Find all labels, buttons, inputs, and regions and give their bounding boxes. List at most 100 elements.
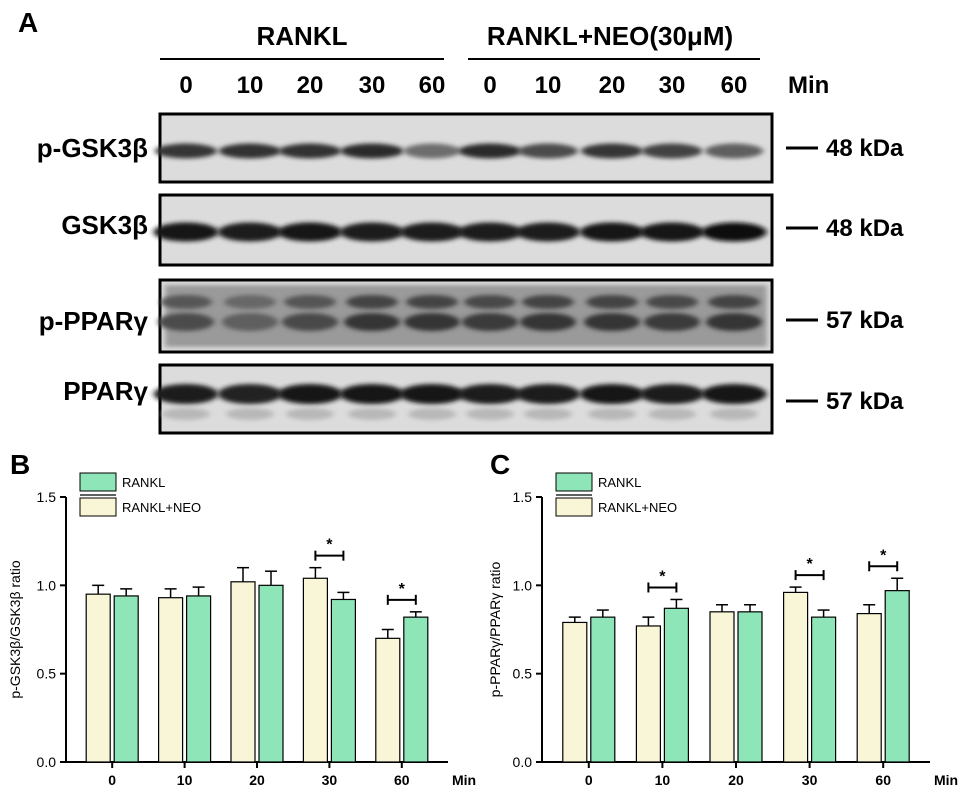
timepoint-label: 60 [419, 72, 446, 99]
bar-rankl [709, 611, 735, 763]
blot-band [158, 313, 214, 331]
blot-band-shadow [348, 408, 396, 420]
blot-band [153, 222, 219, 242]
legend-label-rankl-neo: RANKL+NEO [598, 500, 677, 515]
legend: RANKL RANKL+NEO [555, 472, 677, 517]
bar-rankl [562, 621, 588, 763]
blot-band-shadow [524, 408, 572, 420]
blot-band [708, 295, 760, 309]
blot-band-shadow [588, 408, 636, 420]
significance-star: * [326, 537, 333, 554]
blot-row-label: p-GSK3β [37, 133, 148, 163]
x-tick-label: 30 [802, 772, 818, 788]
panel-letter: B [10, 449, 30, 480]
blot-band [399, 384, 465, 404]
blot-band [646, 295, 698, 309]
bar-rankl [230, 581, 256, 763]
timepoint-label: 0 [179, 72, 192, 99]
bar-rankl [635, 625, 661, 763]
x-unit-label: Min [452, 772, 476, 788]
bar-rankl-neo [663, 607, 689, 763]
blot-band [277, 222, 343, 242]
timepoint-label: 0 [483, 72, 496, 99]
y-tick-label: 1.5 [37, 489, 57, 505]
blot-band-shadow [408, 408, 456, 420]
blot-band [579, 384, 645, 404]
x-tick-label: 60 [394, 772, 410, 788]
size-marker-label: 57 kDa [826, 307, 904, 334]
x-tick-label: 0 [585, 772, 593, 788]
blot-row-label: GSK3β [61, 210, 148, 240]
bar-rankl-neo [590, 616, 616, 763]
x-tick-label: 20 [249, 772, 265, 788]
blot-band [340, 143, 404, 159]
blot-band [639, 384, 705, 404]
blot-band [706, 313, 762, 331]
group-label-rankl: RANKL [257, 21, 348, 51]
x-tick-label: 30 [322, 772, 338, 788]
significance-star: * [399, 581, 406, 598]
y-tick-label: 0.5 [37, 666, 57, 682]
y-tick-label: 0.0 [513, 754, 533, 770]
bar-rankl-neo [113, 595, 139, 763]
blot-band [339, 384, 405, 404]
timepoint-labels: 0 10 20 30 60 0 10 20 30 60 [179, 72, 747, 99]
x-tick-label: 60 [875, 772, 891, 788]
legend-label-rankl: RANKL [598, 475, 641, 490]
blot-band [701, 384, 767, 404]
x-tick-label: 0 [108, 772, 116, 788]
panel-letter: C [490, 449, 510, 480]
timepoint-label: 30 [659, 72, 686, 99]
bar-rankl-neo [811, 616, 837, 763]
size-marker-label: 48 kDa [826, 215, 904, 242]
blot-band [522, 295, 574, 309]
blot-band-shadow [710, 408, 758, 420]
blot-band [457, 222, 523, 242]
y-axis-label: p-PPARγ/PPARγ ratio [487, 561, 503, 697]
significance-star: * [806, 556, 813, 573]
blot-band [278, 143, 342, 159]
blot-row: GSK3β 48 kDa [61, 193, 904, 267]
blot-band [457, 384, 523, 404]
chart-c: C 0.0 0.5 1.0 1.5 p-PPARγ/PPARγ ratio 0 10 20 30 6… [487, 449, 958, 788]
blot-band [224, 295, 276, 309]
y-axis-label: p-GSK3β/GSK3β ratio [7, 560, 23, 698]
bars [85, 566, 429, 763]
bar-rankl-neo [258, 584, 284, 763]
legend-label-rankl-neo: RANKL+NEO [122, 500, 201, 515]
blot-row: PPARγ 57 kDa [63, 363, 904, 435]
blot-band [218, 143, 282, 159]
bar-rankl-neo [737, 611, 763, 763]
timepoint-label: 20 [599, 72, 626, 99]
blot-band [701, 222, 767, 242]
blot-band-shadow [466, 408, 514, 420]
blot-band [339, 222, 405, 242]
blot-band-shadow [648, 408, 696, 420]
significance-star: * [659, 568, 666, 585]
legend-swatch-rankl [555, 472, 593, 492]
blot-band [458, 143, 522, 159]
bar-rankl-neo [884, 590, 910, 763]
x-tick-label: 10 [655, 772, 671, 788]
group-label-rankl-neo: RANKL+NEO(30μM) [487, 21, 733, 51]
blot-band [218, 384, 282, 404]
blot-band [462, 313, 518, 331]
blot-band [153, 384, 219, 404]
y-tick-label: 0.5 [513, 666, 533, 682]
bar-rankl [856, 613, 882, 763]
blot-band [277, 384, 343, 404]
blot-band [639, 222, 705, 242]
significance-star: * [880, 547, 887, 564]
blot-band [404, 313, 460, 331]
y-tick-label: 0.0 [37, 754, 57, 770]
blot-row: p-GSK3β 48 kDa [37, 112, 904, 184]
size-marker-label: 57 kDa [826, 388, 904, 415]
bars [562, 577, 910, 763]
timepoint-label: 30 [359, 72, 386, 99]
blot-band [222, 313, 278, 331]
bar-rankl-neo [403, 616, 429, 763]
bar-rankl-neo [330, 598, 356, 763]
y-tick-label: 1.5 [513, 489, 533, 505]
y-tick-label: 1.0 [37, 577, 57, 593]
blot-band [284, 295, 336, 309]
